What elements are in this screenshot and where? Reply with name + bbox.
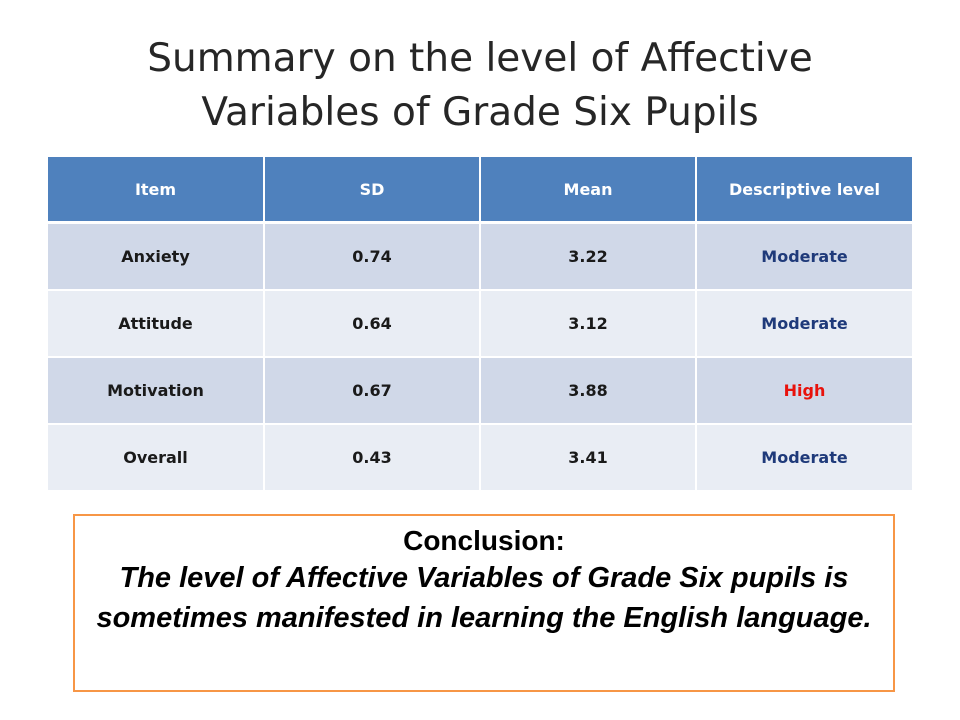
header-mean: Mean	[480, 157, 697, 224]
title-line-2: Variables of Grade Six Pupils	[201, 90, 759, 135]
cell-item: Attitude	[48, 290, 265, 358]
cell-mean: 3.88	[480, 357, 697, 425]
cell-sd: 0.43	[264, 424, 481, 492]
cell-mean: 3.22	[480, 222, 697, 291]
summary-table: Item SD Mean Descriptive level Anxiety 0…	[48, 157, 912, 492]
header-sd: SD	[264, 157, 481, 224]
table-row: Attitude 0.64 3.12 Moderate	[48, 290, 912, 358]
cell-item: Overall	[48, 424, 265, 492]
cell-level: Moderate	[696, 222, 912, 291]
cell-sd: 0.74	[264, 222, 481, 291]
table-row: Overall 0.43 3.41 Moderate	[48, 424, 912, 492]
header-descriptive-level: Descriptive level	[696, 157, 912, 224]
cell-level: Moderate	[696, 290, 912, 358]
table-header-row: Item SD Mean Descriptive level	[48, 157, 912, 224]
cell-sd: 0.67	[264, 357, 481, 425]
table-row: Motivation 0.67 3.88 High	[48, 357, 912, 425]
conclusion-text: The level of Affective Variables of Grad…	[96, 562, 872, 634]
cell-mean: 3.12	[480, 290, 697, 358]
title-line-1: Summary on the level of Affective	[147, 36, 813, 81]
cell-item: Motivation	[48, 357, 265, 425]
slide-title: Summary on the level of Affective Variab…	[60, 32, 900, 140]
cell-level: Moderate	[696, 424, 912, 492]
cell-mean: 3.41	[480, 424, 697, 492]
table-row: Anxiety 0.74 3.22 Moderate	[48, 222, 912, 291]
conclusion-box: Conclusion: The level of Affective Varia…	[73, 514, 895, 692]
header-item: Item	[48, 157, 265, 224]
cell-item: Anxiety	[48, 222, 265, 291]
conclusion-heading: Conclusion:	[403, 525, 565, 556]
cell-level: High	[696, 357, 912, 425]
cell-sd: 0.64	[264, 290, 481, 358]
